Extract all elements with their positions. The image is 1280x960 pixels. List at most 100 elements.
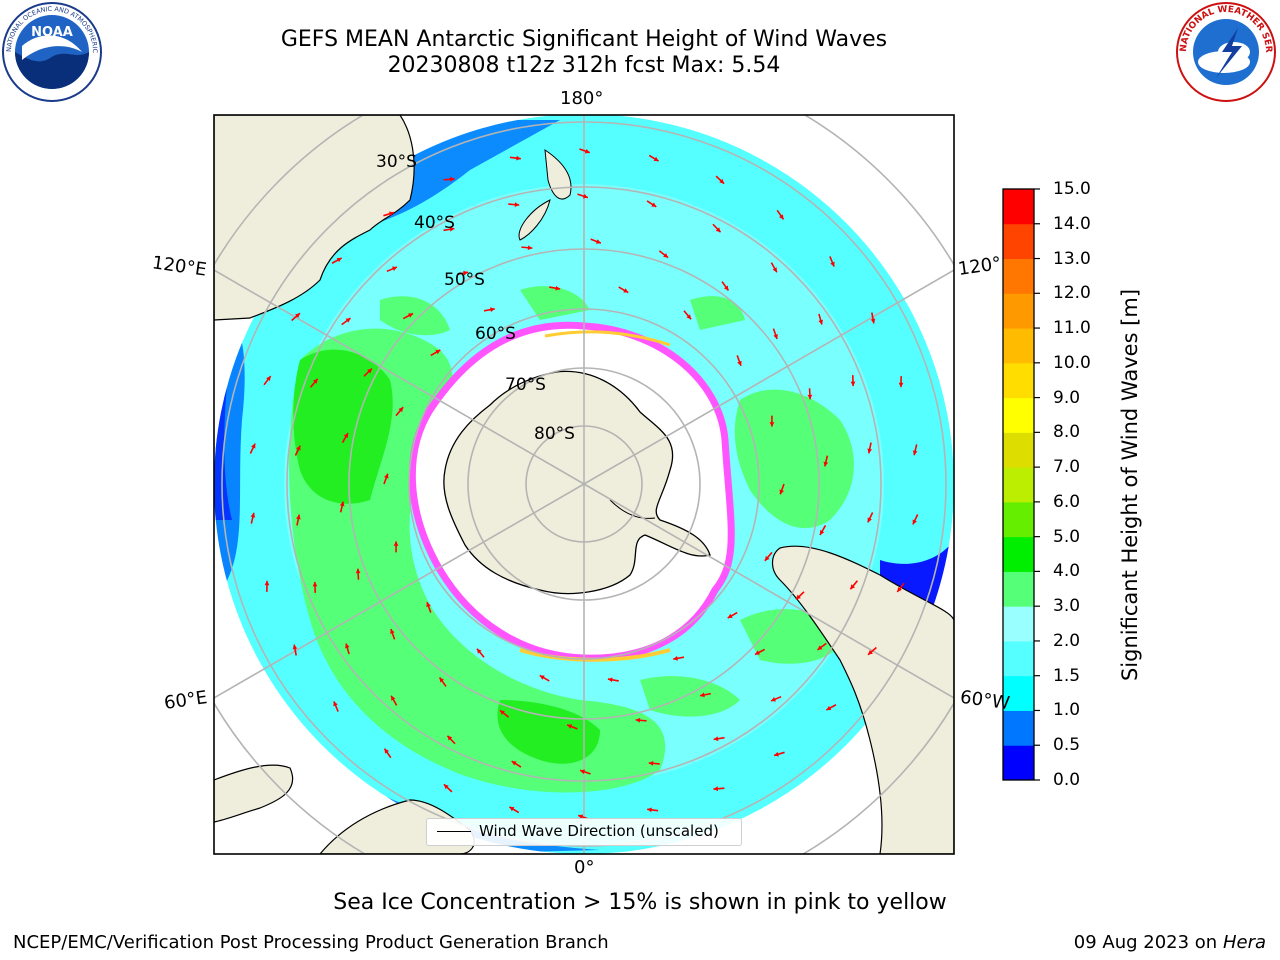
colorbar-segment [1003,258,1034,294]
wind-wave-arrow [772,328,778,340]
wind-wave-arrow [819,525,827,536]
antarctica-landmass [443,370,711,595]
footer-machine: Hera [1222,932,1266,953]
wind-wave-arrow [355,568,361,580]
wind-wave-arrow [817,642,827,651]
colorbar-tick-label: 5.0 [1053,526,1081,547]
wind-wave-arrow [896,582,905,593]
lat-label-70s: 70°S [505,375,546,395]
wind-wave-arrow [291,312,301,322]
wind-wave-arrow [715,175,725,185]
legend-line-swatch [437,831,471,832]
wind-wave-arrow [658,250,669,259]
nws-logo: NATIONAL WEATHER SERVICE [0,0,1276,102]
colorbar-segment [1003,606,1034,642]
wind-wave-arrow [476,648,485,658]
wind-wave-arrow [383,473,389,485]
wind-wave-arrow [850,375,856,387]
colorbar-tick-label: 1.5 [1053,665,1081,686]
wind-wave-arrow [344,643,350,655]
lat-label-40s: 40°S [414,213,455,233]
colorbar-segment [1003,467,1034,503]
wind-wave-arrow [511,760,522,768]
wind-wave-arrow [773,751,785,757]
colorbar-tick-label: 1.0 [1053,700,1081,721]
wind-wave-arrow [721,281,730,291]
wind-wave-arrow [426,601,432,613]
colorbar-tick-label: 13.0 [1053,248,1091,269]
wind-wave-arrow [898,376,904,388]
wind-wave-arrow [607,677,619,683]
wind-wave-arrow [712,223,722,233]
wind-wave-arrow [390,695,398,706]
sea-ice-note: Sea Ice Concentration > 15% is shown in … [333,890,947,915]
wind-wave-arrow [912,514,919,525]
wind-wave-arrow [341,317,351,326]
graticule [214,115,954,854]
footer-date-text: 09 Aug 2023 on [1073,932,1218,953]
wind-wave-arrow [579,148,591,154]
colorbar-tick-label: 3.0 [1053,596,1081,617]
wind-wave-arrow [539,674,550,682]
lat-label-80s: 80°S [534,424,575,444]
colorbar-tick-label: 15.0 [1053,179,1091,199]
wind-wave-arrow [309,378,319,388]
colorbar-tick-label: 12.0 [1053,283,1091,304]
wind-wave-arrow [829,256,835,267]
wind-wave-arrow [383,211,395,217]
colorbar-tick-label: 7.0 [1053,457,1081,478]
colorbar-tick-label: 0.5 [1053,735,1081,756]
colorbar-segment [1003,710,1034,746]
wind-wave-arrow [870,312,876,324]
wind-wave-arrow [295,514,301,526]
wind-wave-arrow [331,257,343,264]
wind-wave-arrow [648,760,660,766]
noaa-logo-text: NOAA [31,25,73,40]
wind-wave-arrow [443,783,453,793]
wind-wave-arrow [823,455,829,467]
colorbar-segment [1003,397,1034,433]
lat-label-30s: 30°S [376,152,417,172]
wind-wave-arrow [386,266,398,273]
wind-wave-arrow [635,717,647,723]
map-frame [213,114,955,855]
colorbar-segment [1003,640,1034,677]
colorbar-segment [1003,675,1034,711]
wind-wave-arrow [673,655,685,661]
wind-wave-arrow [508,202,520,208]
wind-wave-arrow [430,349,441,357]
colorbar-tick-label: 4.0 [1053,561,1081,582]
wind-wave-arrow [577,193,589,199]
wind-wave-arrow [508,806,520,814]
wind-wave-arrow [312,581,318,593]
wind-wave-arrow [849,580,859,590]
nws-ring-text: NATIONAL WEATHER SERVICE [0,0,1273,53]
colorbar-segment [1003,223,1034,260]
wind-wave-arrow [438,677,447,687]
colorbar-segment [1003,362,1034,399]
wind-wave-arrow [294,445,301,456]
wind-wave-arrow [683,310,692,320]
map-subtitle: 20230808 t12z 312h fcst Max: 5.54 [387,53,781,78]
lon-label-180: 180° [560,88,604,109]
wind-wave-arrow [699,692,711,698]
wind-wave-arrow [363,368,373,377]
colorbar-tick-label: 8.0 [1053,422,1081,443]
wind-wave-arrow [402,312,414,320]
wind-wave-arrow [395,406,404,417]
wind-wave-arrow [333,701,339,712]
wind-wave-arrow [499,709,510,718]
wind-wave-arrow [769,415,775,427]
colorbar-label: Significant Height of Wind Waves [m] [1118,288,1142,682]
wind-wave-direction-arrows [249,148,919,820]
footer-branch: NCEP/EMC/Verification Post Processing Pr… [13,932,609,953]
wind-wave-arrow [457,270,469,276]
wind-wave-arrow [566,724,578,730]
colorbar-segment [1003,536,1034,572]
wind-wave-arrow [263,375,272,386]
colorbar-segment [1003,293,1034,329]
colorbar-tick-label: 2.0 [1053,630,1081,651]
colorbar [1003,188,1040,781]
wind-wave-arrow [713,786,725,792]
wind-wave-arrow [647,807,659,813]
